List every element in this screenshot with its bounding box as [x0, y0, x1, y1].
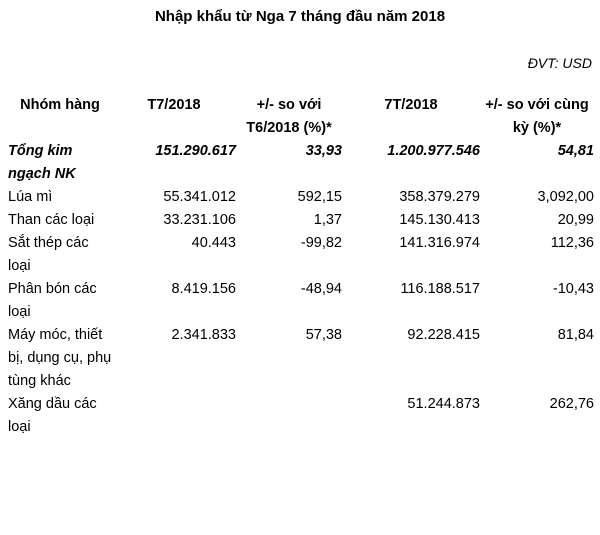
row-seven-months: 92.228.415: [407, 327, 480, 343]
total-row: Tổng kim ngạch NK 151.290.617 33,93 1.20…: [8, 140, 594, 186]
row-name: Than các loại: [8, 212, 95, 228]
row-change-t6: -99,82: [300, 235, 342, 251]
row-change-t6: 1,37: [313, 212, 342, 228]
row-name: Máy móc, thiết bị, dụng cụ, phụ tùng khá…: [8, 327, 112, 389]
row-change-yoy: 81,84: [557, 327, 594, 343]
row-seven-months: 358.379.279: [399, 189, 480, 205]
table-row: Than các loại 33.231.106 1,37 145.130.41…: [8, 209, 594, 232]
row-t7: 8.419.156: [171, 281, 236, 297]
row-t7: 33.231.106: [163, 212, 236, 228]
row-change-t6: 592,15: [297, 189, 342, 205]
row-change-t6: 57,38: [305, 327, 342, 343]
total-name: Tổng kim ngạch NK: [8, 143, 76, 182]
row-t7: [112, 393, 236, 439]
row-name: Sắt thép các loại: [8, 235, 89, 274]
row-change-t6: -48,94: [300, 281, 342, 297]
header-seven-months: 7T/2018: [384, 97, 438, 113]
header-change-yoy: +/- so với cùng kỳ (%)*: [485, 97, 589, 136]
header-change-t6: +/- so với T6/2018 (%)*: [246, 97, 332, 136]
row-change-yoy: 3,092,00: [537, 189, 594, 205]
total-t7: 151.290.617: [155, 143, 236, 159]
table-row: Lúa mì 55.341.012 592,15 358.379.279 3,0…: [8, 186, 594, 209]
table-row: Phân bón các loại 8.419.156 -48,94 116.1…: [8, 278, 594, 324]
row-name: Xăng dầu các loại: [8, 396, 97, 435]
row-change-t6: [236, 393, 342, 439]
row-seven-months: 51.244.873: [407, 396, 480, 412]
total-seven-months: 1.200.977.546: [387, 143, 480, 159]
table-row: Máy móc, thiết bị, dụng cụ, phụ tùng khá…: [8, 324, 594, 393]
page-title: Nhập khẩu từ Nga 7 tháng đầu năm 2018: [154, 8, 446, 25]
header-group: Nhóm hàng: [20, 97, 100, 113]
row-seven-months: 141.316.974: [399, 235, 480, 251]
row-change-yoy: 262,76: [549, 396, 594, 412]
row-name: Lúa mì: [8, 189, 53, 205]
header-row: Nhóm hàng T7/2018 +/- so với T6/2018 (%)…: [8, 94, 594, 140]
header-t7: T7/2018: [147, 97, 201, 113]
row-seven-months: 116.188.517: [400, 281, 480, 297]
row-name: Phân bón các loại: [8, 281, 97, 320]
row-t7: 55.341.012: [163, 189, 236, 205]
import-table: Nhóm hàng T7/2018 +/- so với T6/2018 (%)…: [8, 94, 594, 439]
row-change-yoy: -10,43: [552, 281, 594, 297]
row-t7: 40.443: [191, 235, 236, 251]
total-change-yoy: 54,81: [557, 143, 594, 159]
total-change-t6: 33,93: [305, 143, 342, 159]
row-change-yoy: 20,99: [557, 212, 594, 228]
row-change-yoy: 112,36: [550, 235, 594, 251]
row-t7: 2.341.833: [171, 327, 236, 343]
unit-label: ĐVT: USD: [527, 55, 592, 71]
table-row: Xăng dầu các loại 51.244.873 262,76: [8, 393, 594, 439]
table-row: Sắt thép các loại 40.443 -99,82 141.316.…: [8, 232, 594, 278]
row-seven-months: 145.130.413: [399, 212, 480, 228]
